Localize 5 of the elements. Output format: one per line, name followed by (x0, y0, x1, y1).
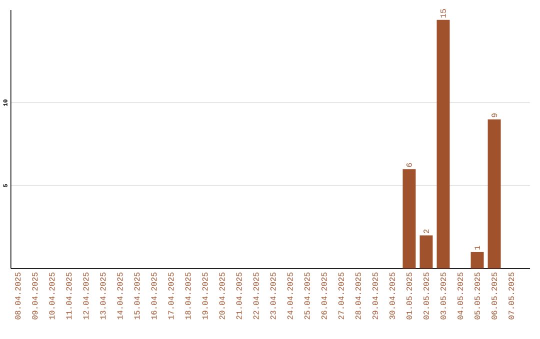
bar (436, 20, 450, 268)
bar (488, 119, 501, 268)
bar (402, 168, 416, 268)
bar (470, 252, 484, 268)
bar (420, 235, 433, 268)
